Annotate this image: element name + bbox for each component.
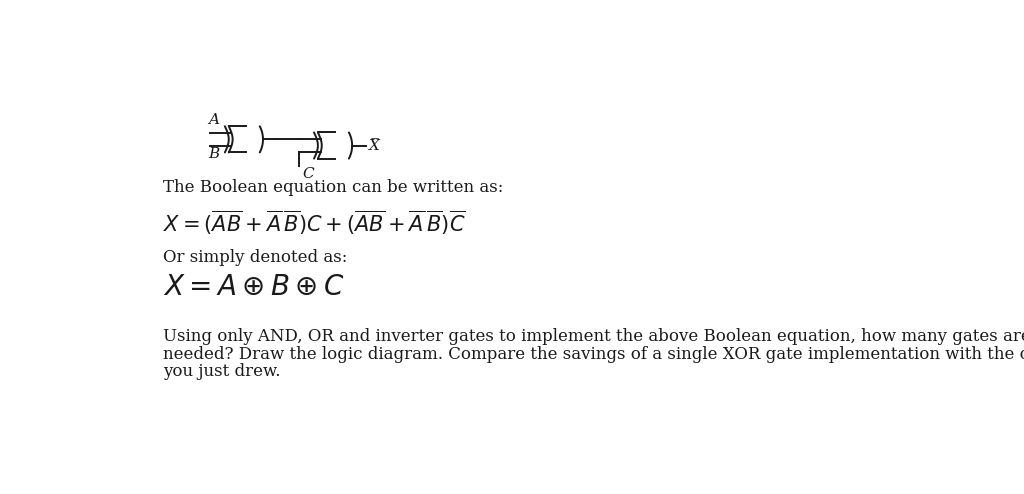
Text: Or simply denoted as:: Or simply denoted as: bbox=[163, 248, 347, 266]
Text: A: A bbox=[209, 113, 219, 126]
Text: needed? Draw the logic diagram. Compare the savings of a single XOR gate impleme: needed? Draw the logic diagram. Compare … bbox=[163, 346, 1024, 363]
Text: Using only AND, OR and inverter gates to implement the above Boolean equation, h: Using only AND, OR and inverter gates to… bbox=[163, 328, 1024, 345]
Text: The Boolean equation can be written as:: The Boolean equation can be written as: bbox=[163, 179, 503, 197]
Text: X̅: X̅ bbox=[369, 138, 380, 153]
Text: $X = (\overline{AB} + \overline{A}\,\overline{B})C + (\overline{AB} + \overline{: $X = (\overline{AB} + \overline{A}\,\ove… bbox=[163, 208, 466, 237]
Text: B: B bbox=[209, 147, 220, 161]
Text: C: C bbox=[302, 166, 314, 181]
Text: you just drew.: you just drew. bbox=[163, 364, 281, 380]
Text: $X = A \oplus B \oplus C$: $X = A \oplus B \oplus C$ bbox=[163, 274, 344, 301]
